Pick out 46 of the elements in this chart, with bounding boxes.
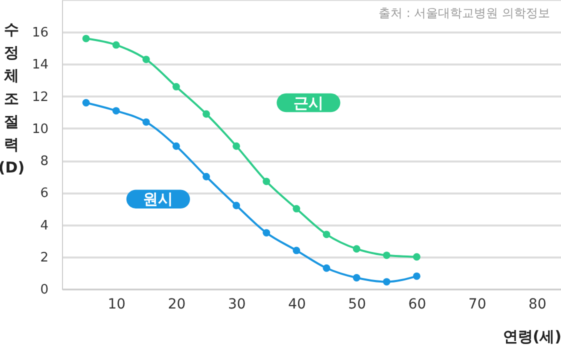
text: 근시 xyxy=(293,94,324,112)
y-tick-label: 0 xyxy=(40,282,48,298)
point xyxy=(202,110,210,118)
x-tick-label: 50 xyxy=(348,296,366,312)
point xyxy=(382,278,390,286)
x-tick-label: 70 xyxy=(468,296,486,312)
point xyxy=(413,272,420,280)
point xyxy=(292,205,300,212)
point xyxy=(142,118,150,126)
point xyxy=(82,34,90,42)
point xyxy=(82,99,90,106)
point xyxy=(292,246,300,254)
x-tick-label: 10 xyxy=(108,296,126,312)
point xyxy=(322,264,330,272)
y-axis-title: 수정체 조절력 (D) xyxy=(0,20,25,176)
point xyxy=(142,56,150,64)
point xyxy=(202,172,210,180)
x-tick-label: 80 xyxy=(528,296,546,312)
point xyxy=(262,178,270,186)
x-tick-label: 40 xyxy=(288,296,306,312)
x-axis-title: 연령(세) xyxy=(502,328,561,346)
y-tick-label: 10 xyxy=(32,122,48,137)
point xyxy=(112,41,120,49)
x-tick-label: 20 xyxy=(168,296,186,312)
y-tick-label: 2 xyxy=(40,250,48,266)
point xyxy=(322,230,330,238)
point xyxy=(262,229,270,237)
y-tick-label: 8 xyxy=(40,154,48,170)
annotation: 출처 : 서울대학교병원 의학정보 xyxy=(378,6,550,20)
point xyxy=(172,83,180,90)
point xyxy=(172,142,180,150)
point xyxy=(382,252,390,259)
text: 원시 xyxy=(143,190,174,208)
x-tick-label: 30 xyxy=(228,296,246,312)
y-tick-label: 16 xyxy=(32,26,48,41)
point xyxy=(232,142,240,150)
point xyxy=(352,245,360,253)
y-tick-label: 12 xyxy=(32,90,48,105)
point xyxy=(232,202,240,210)
y-tick-label: 6 xyxy=(40,186,48,202)
y-tick-label: 14 xyxy=(32,58,48,73)
point xyxy=(112,107,120,114)
point xyxy=(413,253,420,261)
y-tick-label: 4 xyxy=(40,218,48,234)
x-tick-label: 60 xyxy=(408,296,426,312)
point xyxy=(352,274,360,282)
